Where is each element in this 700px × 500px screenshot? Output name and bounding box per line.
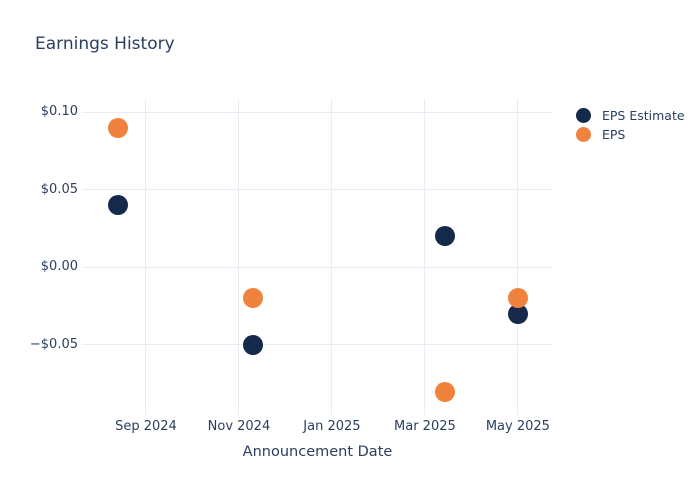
- x-gridline: [424, 99, 426, 415]
- x-gridline: [517, 99, 519, 415]
- x-gridline: [145, 99, 147, 415]
- data-point-eps[interactable]: [507, 288, 528, 309]
- legend: EPS Estimate EPS: [576, 106, 685, 144]
- x-gridline: [238, 99, 240, 415]
- data-point-eps-estimate[interactable]: [242, 334, 263, 355]
- y-gridline: [82, 266, 553, 268]
- data-point-eps[interactable]: [107, 117, 128, 138]
- x-tick-label: Jan 2025: [303, 419, 361, 434]
- legend-label: EPS Estimate: [602, 108, 685, 123]
- y-tick-label: $0.00: [40, 259, 78, 275]
- data-point-eps-estimate[interactable]: [507, 303, 528, 324]
- y-gridline: [82, 189, 553, 191]
- eps-legend-marker-icon: [576, 127, 591, 142]
- x-tick-label: May 2025: [485, 419, 550, 434]
- legend-item-eps[interactable]: EPS: [576, 125, 685, 144]
- legend-label: EPS: [602, 127, 626, 142]
- x-tick-label: Sep 2024: [115, 419, 177, 434]
- data-point-eps[interactable]: [242, 288, 263, 309]
- x-tick-label: Nov 2024: [207, 419, 271, 434]
- y-tick-label: $0.05: [40, 181, 78, 197]
- chart-title: Earnings History: [35, 34, 175, 54]
- data-point-eps-estimate[interactable]: [434, 226, 455, 247]
- data-point-eps[interactable]: [434, 381, 455, 402]
- y-tick-label: $0.10: [40, 104, 78, 120]
- data-point-eps-estimate[interactable]: [107, 195, 128, 216]
- legend-item-eps-estimate[interactable]: EPS Estimate: [576, 106, 685, 125]
- eps-estimate-legend-marker-icon: [576, 108, 591, 123]
- x-tick-label: Mar 2025: [394, 419, 456, 434]
- y-tick-label: −$0.05: [29, 336, 78, 352]
- x-gridline: [331, 99, 333, 415]
- y-gridline: [82, 344, 553, 346]
- x-axis-title: Announcement Date: [242, 444, 393, 460]
- y-gridline: [82, 111, 553, 113]
- plot-area[interactable]: [82, 99, 553, 415]
